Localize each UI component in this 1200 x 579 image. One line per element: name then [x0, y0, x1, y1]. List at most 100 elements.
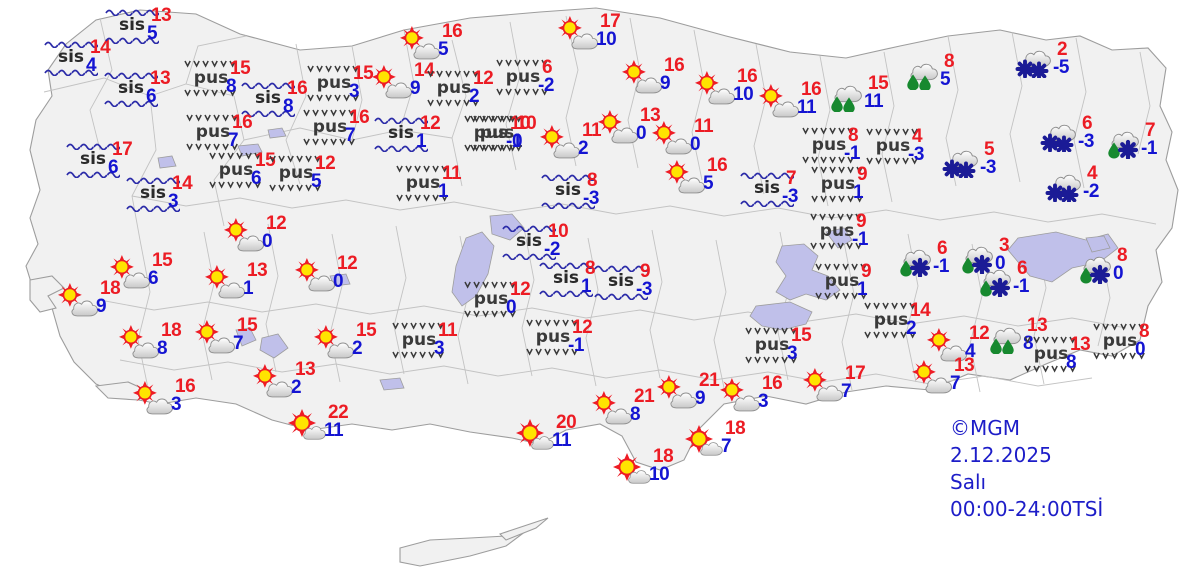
sun-cloud-glyph: [598, 110, 638, 144]
haze-mark: [745, 356, 797, 364]
high-temperature: 8: [585, 258, 596, 279]
cloud-snow-glyph: [1015, 50, 1051, 78]
snowflake: [1054, 135, 1074, 152]
high-temperature: 16: [737, 66, 758, 87]
sun-cloud-glyph: [759, 84, 799, 118]
high-temperature: 8: [587, 170, 598, 191]
cloud-snow-glyph: [942, 150, 978, 178]
temperature-pair: 16 7: [345, 108, 395, 148]
partly-cloudy-icon: [193, 320, 239, 354]
fog-icon: sis: [64, 140, 122, 182]
fog-wave: [44, 69, 98, 76]
haze-icon: pus: [267, 154, 325, 196]
sun-cloud-glyph: [803, 368, 843, 402]
high-temperature: 13: [1070, 334, 1091, 355]
sun-cloud-glyph: [558, 16, 598, 50]
low-temperature: 1: [243, 278, 254, 299]
low-temperature: 2: [578, 138, 589, 159]
low-temperature: 3: [171, 394, 182, 415]
haze-mark: [1024, 365, 1076, 373]
fog-wave: [594, 293, 648, 300]
condition-label: pus: [312, 117, 348, 137]
low-temperature: 6: [148, 268, 159, 289]
sun-shape: [927, 328, 951, 352]
sun-cloud-glyph: [540, 125, 580, 159]
cloud-snow-glyph: [1040, 124, 1076, 152]
haze-mark: [810, 213, 862, 221]
high-temperature: 16: [232, 112, 253, 133]
low-temperature: -3: [782, 186, 798, 207]
low-temperature: 0: [333, 271, 344, 292]
raindrop: [1002, 339, 1014, 354]
condition-label: pus: [193, 68, 229, 88]
temperature-pair: 18 10: [649, 447, 699, 487]
snowflake: [1059, 185, 1079, 202]
high-temperature: 10: [548, 221, 569, 242]
high-temperature: 17: [845, 363, 866, 384]
temperature-pair: 12 2: [469, 69, 519, 109]
high-temperature: 12: [969, 323, 990, 344]
temperature-pair: 13 0: [636, 106, 686, 146]
temperature-pair: 6 -1: [1013, 259, 1063, 299]
low-temperature: 7: [721, 436, 732, 457]
temperature-pair: 16 11: [797, 80, 847, 120]
sun-shape: [759, 84, 783, 108]
low-temperature: 8: [226, 76, 237, 97]
low-temperature: 4: [86, 55, 97, 76]
sun-cloud-glyph: [372, 65, 412, 99]
sun-cloud-glyph: [224, 218, 264, 252]
sun-glyph: [516, 419, 554, 450]
snowflake: [1015, 59, 1035, 78]
temperature-pair: 12 0: [333, 254, 383, 294]
low-temperature: -1: [933, 256, 949, 277]
fog-icon: sis: [124, 174, 182, 216]
haze-mark: [864, 331, 916, 339]
fog-wave: [374, 117, 428, 124]
high-temperature: 16: [707, 155, 728, 176]
haze-mark: [464, 281, 516, 289]
high-temperature: 12: [572, 317, 593, 338]
low-temperature: 0: [1113, 263, 1124, 284]
haze-icon: pus: [800, 126, 858, 168]
low-temperature: -1: [1013, 276, 1029, 297]
haze-icon: pus: [301, 108, 359, 150]
low-temperature: 1: [416, 131, 427, 152]
low-temperature: -2: [1083, 181, 1099, 202]
lake-iznik: [237, 143, 263, 157]
high-temperature: 13: [150, 68, 171, 89]
high-temperature: 16: [442, 21, 463, 42]
temperature-pair: 12 4: [965, 323, 1015, 364]
partly-cloudy-icon: [203, 265, 249, 299]
haze-mark: [209, 181, 261, 189]
condition-label: sis: [607, 271, 635, 291]
haze-mark: [470, 115, 522, 123]
haze-icon: pus: [494, 58, 552, 100]
haze-mark: [526, 348, 578, 356]
temperature-pair: 3 0: [995, 236, 1045, 276]
high-temperature: 14: [172, 173, 193, 194]
haze-mark: [745, 327, 797, 335]
haze-mark: [186, 143, 238, 151]
condition-label: sis: [552, 268, 580, 288]
temperature-pair: 5 -3: [980, 140, 1030, 180]
high-temperature: 12: [510, 279, 531, 300]
sunny-icon: [681, 423, 727, 457]
low-temperature: -5: [1053, 57, 1069, 78]
temperature-pair: 8 -1: [844, 126, 894, 166]
temperature-pair: 13 8: [1023, 316, 1073, 356]
cloud-rain-glyph: [907, 63, 938, 90]
lake-sapanca: [267, 127, 287, 139]
low-temperature: 4: [965, 341, 976, 362]
low-temperature: 2: [906, 318, 917, 339]
high-temperature: 8: [1117, 245, 1128, 266]
high-temperature: 22: [328, 402, 349, 423]
date-line: 2.12.2025: [950, 443, 1052, 467]
sun-cloud-glyph: [400, 26, 440, 60]
sun-cloud-glyph: [119, 325, 159, 359]
low-temperature: 3: [168, 191, 179, 212]
temperature-pair: 13 2: [291, 360, 341, 400]
fog-wave: [104, 100, 158, 107]
low-temperature: 7: [345, 125, 356, 146]
haze-icon: pus: [184, 113, 242, 155]
haze-mark: [1024, 336, 1076, 344]
